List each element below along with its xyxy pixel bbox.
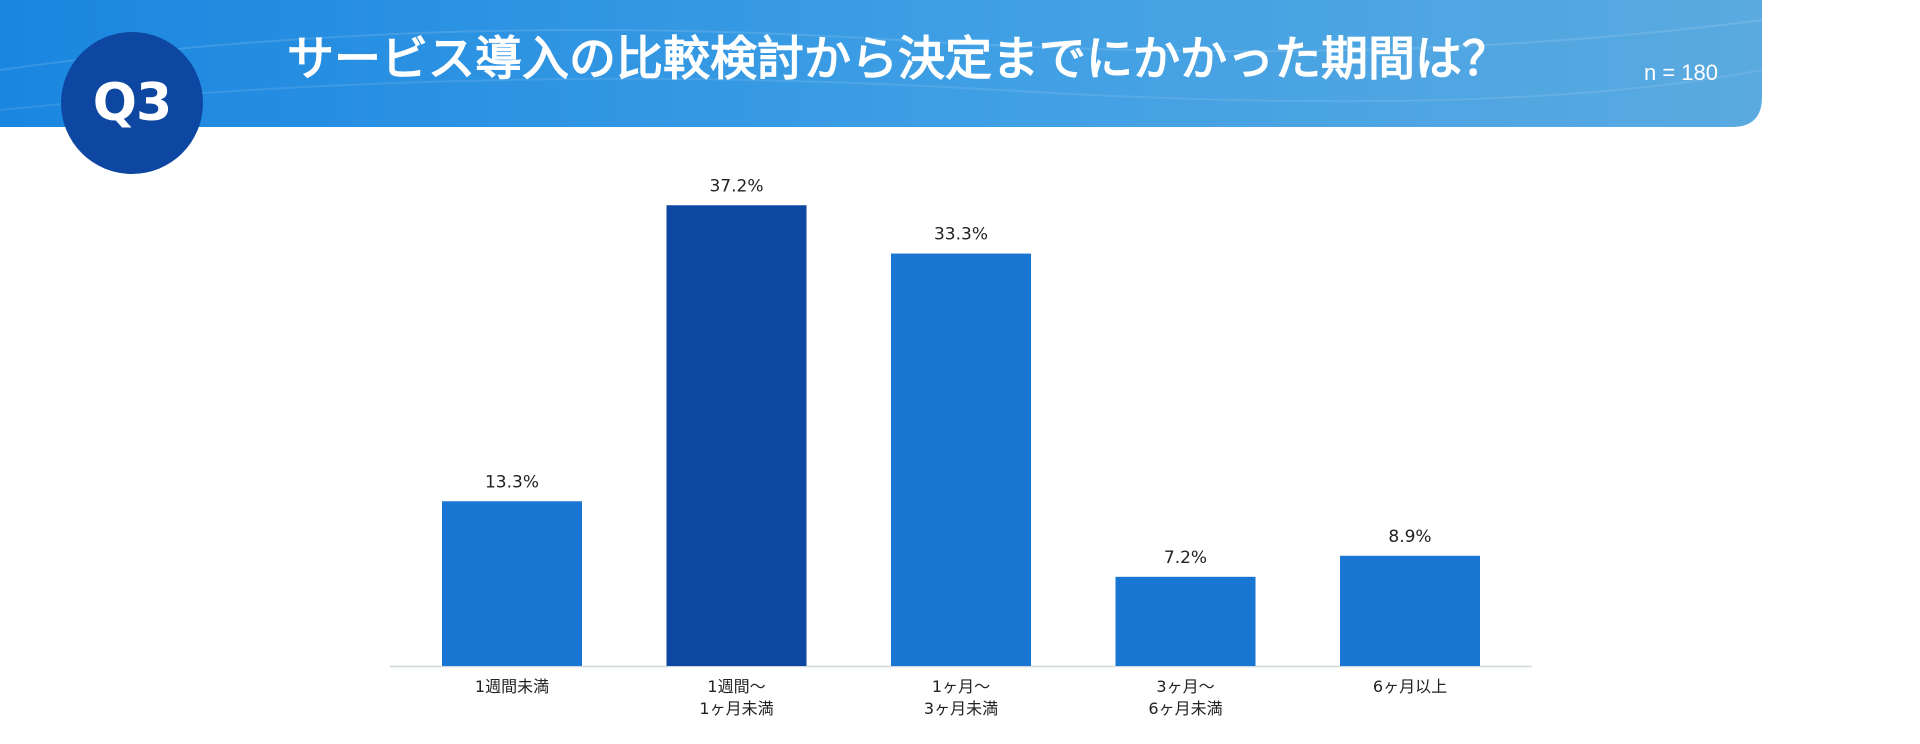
bar: [1115, 576, 1256, 666]
x-tick-label: 6ヶ月以上: [1373, 677, 1447, 696]
data-label: 8.9%: [1388, 527, 1431, 547]
data-label: 33.3%: [934, 225, 988, 245]
x-tick-label: 1ヶ月～: [932, 677, 990, 696]
bar: [891, 253, 1031, 666]
bar: [442, 501, 582, 666]
x-tick-label: 1ヶ月未満: [699, 699, 773, 718]
question-number-badge: Q3: [61, 32, 203, 174]
question-title: サービス導入の比較検討から決定までにかかった期間は？: [287, 32, 1509, 87]
data-label: 7.2%: [1164, 548, 1207, 568]
data-label: 13.3%: [485, 472, 539, 492]
x-tick-label: 6ヶ月未満: [1148, 699, 1222, 718]
bar: [666, 205, 807, 667]
x-tick-label: 1週間～: [707, 677, 765, 696]
x-tick-label: 3ヶ月～: [1156, 677, 1214, 696]
data-label: 37.2%: [709, 176, 763, 196]
question-number-label: Q3: [92, 73, 172, 133]
bar: [1340, 555, 1480, 666]
x-tick-label: 3ヶ月未満: [924, 699, 998, 718]
header-banner: [0, 0, 1762, 127]
sample-size-label: n = 180: [1644, 60, 1719, 85]
x-tick-label: 1週間未満: [475, 677, 549, 696]
